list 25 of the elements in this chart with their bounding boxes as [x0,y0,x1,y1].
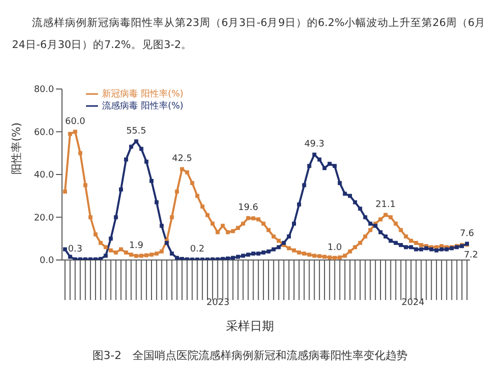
data-label: 42.5 [172,154,192,164]
text: 图3-2 全国哨点医院流感样病例新冠和流感病毒阳性率变化趋势 [92,348,408,363]
y-tick-label: 20.0 [34,213,54,224]
data-label: 0.2 [190,244,204,255]
y-tick-label: 60.0 [34,128,54,138]
y-tick-label: 80.0 [34,85,54,96]
text: 2024 [400,298,426,308]
x-axis-title: 采样日期 [225,318,275,335]
data-label: 55.5 [126,126,146,136]
y-axis-title: 阳性率(%) [10,122,23,174]
data-label: 0.3 [68,244,82,254]
legend-label: 新冠病毒 阳性率(%) [102,89,184,100]
y-tick-label: 40.0 [34,170,54,181]
y-tick-label: 0.0 [40,256,54,266]
text: 2023 [206,298,230,308]
data-label: 1.0 [328,242,342,253]
data-label: 60.0 [65,116,86,127]
data-label: 1.9 [129,240,144,251]
data-label: 7.6 [460,228,474,239]
data-label: 21.1 [376,200,396,210]
text: 流感样病例新冠病毒阳性率从第23周（6月3日-6月9日）的6.2%小幅波动上升至第26周（6月24日-6月30日）的7.2%。见图3-2。 [12,16,487,53]
data-label: 7.2 [464,250,478,261]
data-label: 19.6 [238,203,258,214]
data-label: 49.3 [304,140,324,150]
legend-label: 流感病毒 阳性率(%) [102,102,184,112]
